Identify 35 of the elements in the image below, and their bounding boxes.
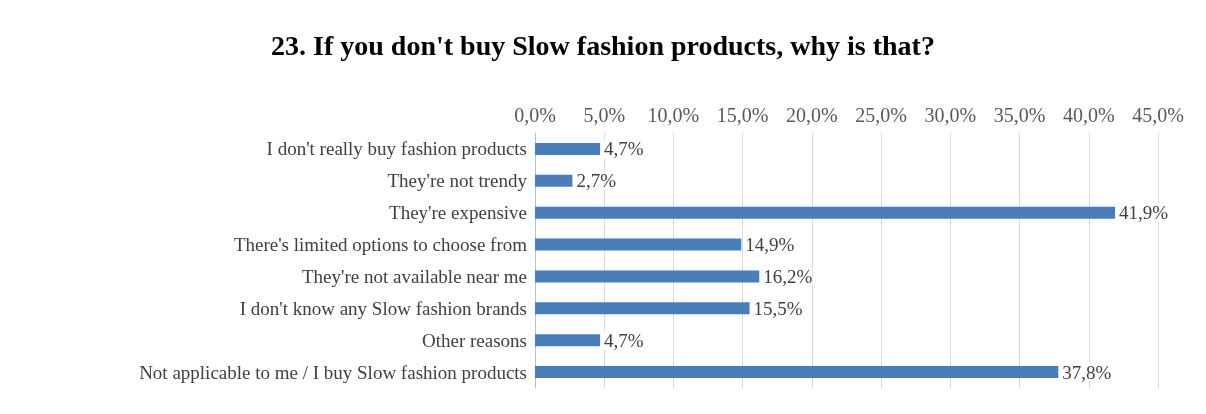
x-tick-label: 0,0% (514, 104, 556, 126)
y-tick-label: They're expensive (389, 202, 527, 224)
data-label: 4,7% (604, 138, 644, 160)
data-label: 15,5% (753, 297, 803, 319)
chart-title: 23. If you don't buy Slow fashion products, why is that? (271, 29, 935, 61)
bar (535, 238, 742, 251)
y-tick-label: They're not trendy (387, 170, 528, 192)
x-tick-label: 5,0% (583, 104, 626, 126)
x-tick-label: 30,0% (924, 104, 977, 126)
x-tick-label: 40,0% (1062, 104, 1115, 126)
data-label: 37,8% (1062, 361, 1112, 383)
y-tick-label: I don't really buy fashion products (266, 138, 527, 160)
y-tick-label: Other reasons (422, 329, 527, 351)
x-tick-label: 35,0% (993, 104, 1046, 126)
data-label: 2,7% (576, 170, 617, 192)
y-tick-label: Not applicable to me / I buy Slow fashion products (139, 361, 527, 383)
data-label: 16,2% (763, 265, 813, 287)
data-label: 14,9% (745, 234, 795, 256)
data-label: 41,9% (1119, 202, 1169, 224)
x-tick-label: 20,0% (786, 104, 838, 126)
data-label: 4,7% (604, 329, 644, 351)
y-tick-label: They're not available near me (302, 265, 527, 287)
bar (535, 206, 1116, 219)
x-tick-label: 25,0% (855, 104, 907, 126)
bar (535, 174, 573, 187)
bar (535, 270, 760, 283)
x-tick-label: 15,0% (716, 104, 769, 126)
x-tick-label: 45,0% (1132, 104, 1184, 126)
bar (535, 302, 750, 315)
y-tick-label: I don't know any Slow fashion brands (239, 297, 527, 319)
y-tick-label: There's limited options to choose from (233, 234, 528, 256)
bar (535, 366, 1059, 379)
bar (535, 334, 601, 347)
x-tick-label: 10,0% (647, 104, 700, 126)
bar (535, 142, 601, 155)
